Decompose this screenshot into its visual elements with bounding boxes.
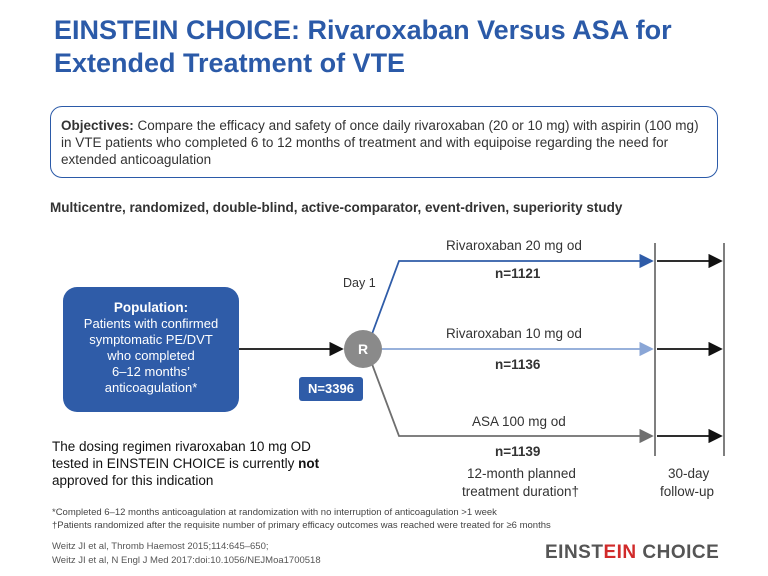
population-line-2: symptomatic PE/DVT — [89, 332, 213, 347]
objectives-box: Objectives: Compare the efficacy and saf… — [50, 106, 718, 178]
einstein-choice-logo: EINSTEIN CHOICE — [545, 542, 719, 564]
followup-line-2: follow-up — [660, 484, 715, 499]
treatment-duration-line-1: 12-month planned — [467, 466, 576, 481]
approval-note: The dosing regimen rivaroxaban 10 mg OD … — [52, 438, 342, 489]
objectives-label: Objectives: — [61, 118, 134, 133]
treatment-duration-line-2: treatment duration† — [462, 484, 580, 499]
objectives-text: Compare the efficacy and safety of once … — [61, 118, 699, 167]
approval-note-part-1: The dosing regimen rivaroxaban 10 mg OD … — [52, 439, 311, 471]
followup-line-1: 30-day — [668, 466, 710, 481]
title-line-1: EINSTEIN CHOICE: Rivaroxaban Versus ASA … — [54, 15, 672, 45]
population-title: Population: — [113, 300, 189, 315]
logo-part-1: EINST — [545, 542, 604, 563]
slide-title: EINSTEIN CHOICE: Rivaroxaban Versus ASA … — [54, 14, 754, 80]
title-line-2: Extended Treatment of VTE — [54, 48, 406, 78]
reference-1: Weitz JI et al, Thromb Haemost 2015;114:… — [52, 541, 269, 552]
population-line-4: 6–12 months’ — [111, 364, 191, 379]
arm-1-name: Rivaroxaban 20 mg od — [446, 238, 582, 253]
arm-3-n: n=1139 — [495, 444, 541, 459]
population-line-3: who completed — [107, 348, 195, 363]
arm-2-name: Rivaroxaban 10 mg od — [446, 326, 582, 341]
logo-part-2: EIN — [603, 542, 637, 563]
reference-2: Weitz JI et al, N Engl J Med 2017:doi:10… — [52, 555, 321, 566]
arm-3-line — [371, 363, 654, 444]
approval-note-part-2: approved for this indication — [52, 473, 214, 488]
arm-1-n: n=1121 — [495, 266, 541, 281]
day-1-label: Day 1 — [343, 276, 376, 290]
footnote-2: †Patients randomized after the requisite… — [52, 520, 551, 531]
arm-3-name: ASA 100 mg od — [472, 414, 566, 429]
randomization-node: R — [344, 330, 382, 368]
population-line-1: Patients with confirmed — [83, 316, 219, 331]
population-box: Population: Patients with confirmed symp… — [63, 287, 239, 412]
footnote-1: *Completed 6–12 months anticoagulation a… — [52, 507, 497, 518]
population-line-5: anticoagulation* — [104, 380, 198, 395]
logo-part-3: CHOICE — [636, 542, 720, 563]
approval-note-bold: not — [298, 456, 320, 471]
arm-2-n: n=1136 — [495, 357, 541, 372]
total-n-badge: N=3396 — [299, 377, 363, 401]
study-design-text: Multicentre, randomized, double-blind, a… — [50, 200, 623, 215]
arm-1-line — [371, 253, 654, 335]
